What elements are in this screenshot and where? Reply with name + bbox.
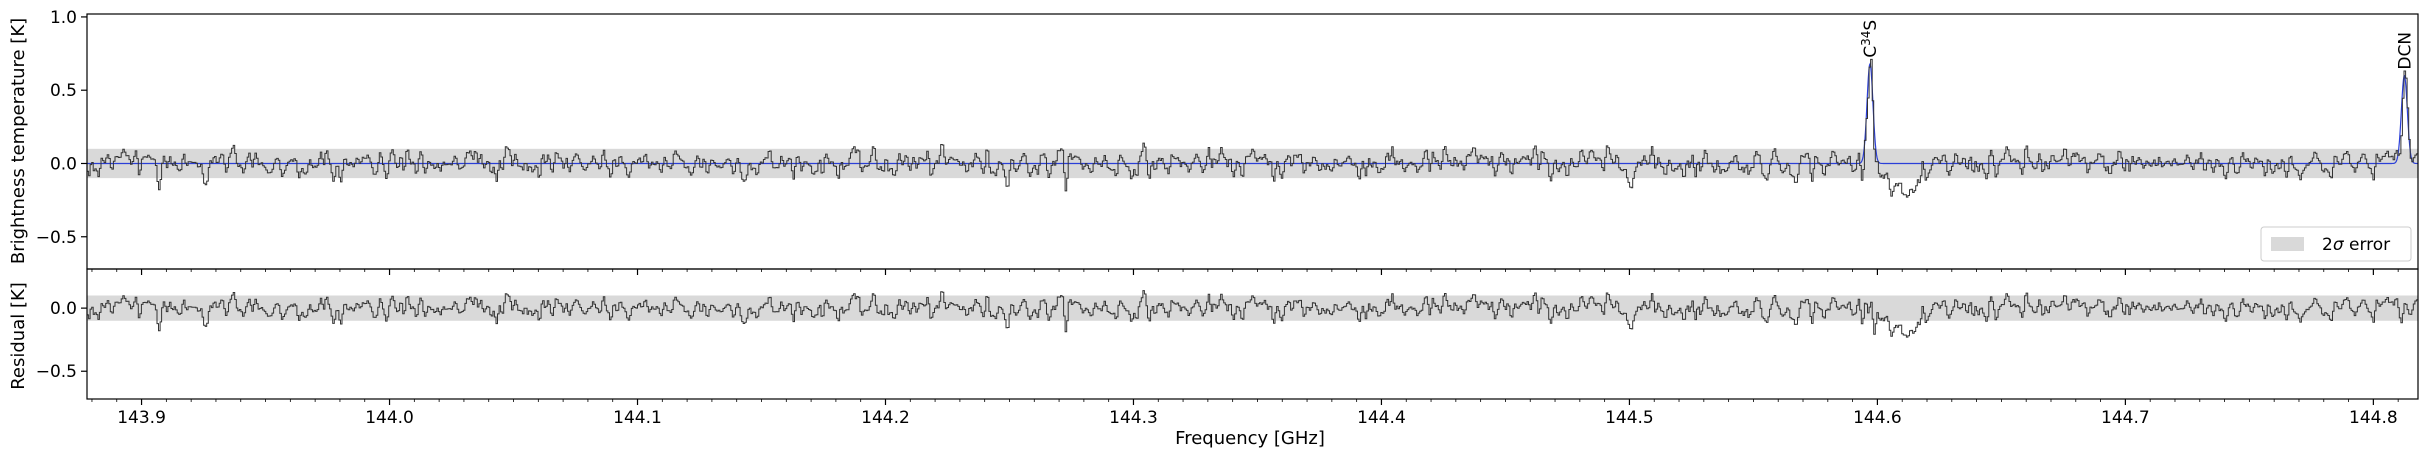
spectrum-y-axis-label: Brightness temperature [K] (8, 18, 29, 264)
line-label: DCN (2395, 32, 2415, 70)
y-tick-label: 0.0 (50, 299, 77, 319)
x-tick-label: 144.4 (1357, 408, 1406, 428)
observed-layer (87, 58, 2418, 198)
spectrum-frame (86, 13, 2419, 270)
spectrum-panel: 1.0 0.5 0.0 −0.5 C34S DCN Brightness tempera… (8, 8, 2418, 275)
legend-frame (2260, 226, 2412, 262)
y-tick-label: 1.0 (50, 8, 77, 28)
residual-panel: 0.0−0.5 143.9 144.0 144.1 144.2 144.3 144.4 14… (8, 282, 2418, 428)
residual-y-axis-label: Residual [K] (8, 282, 29, 390)
spectrum-x-ticks (91, 269, 2399, 275)
legend-label-suffix: error (2344, 235, 2391, 255)
model-fit-line (87, 62, 2418, 165)
legend-label: 2σ error (2322, 235, 2390, 255)
x-tick-label: 144.8 (2349, 408, 2398, 428)
line-label-base: C (1861, 46, 1881, 58)
residual-frame (86, 268, 2419, 400)
x-axis-label: Frequency [GHz] (1175, 428, 1325, 449)
x-tick-label: 144.2 (861, 408, 910, 428)
residual-y-axis: 0.0 −0.5 (36, 299, 87, 382)
y-tick-label: −0.5 (36, 228, 77, 248)
residual-error-band (87, 295, 2418, 321)
residual-line (87, 290, 2418, 338)
observed-spectrum-line (87, 58, 2418, 198)
legend: 2σ error (2260, 226, 2412, 262)
legend-error-swatch (2271, 237, 2304, 251)
legend-label-prefix: 2 (2322, 235, 2333, 255)
y-tick-label: 0.0 (50, 154, 77, 174)
model-layer (87, 62, 2418, 165)
line-label: C34S (1859, 20, 1881, 58)
x-tick-label: 144.5 (1605, 408, 1654, 428)
residual-layer (87, 290, 2418, 338)
x-tick-label: 144.1 (613, 408, 662, 428)
line-label-superscript: 34 (1859, 31, 1873, 46)
line-label-tail: S (1861, 20, 1881, 31)
line-labels: C34S DCN (1859, 20, 2415, 70)
x-tick-label: 144.6 (1853, 408, 1902, 428)
residual-x-axis: 143.9 144.0 144.1 144.2 144.3 144.4 144.5 144.6… (91, 399, 2399, 428)
y-tick-label: −0.5 (36, 362, 77, 382)
x-tick-label: 143.9 (117, 408, 166, 428)
x-tick-label: 144.0 (365, 408, 414, 428)
spectrum-y-axis: 1.0 0.5 0.0 −0.5 (36, 8, 87, 248)
legend-label-symbol: σ (2333, 235, 2345, 255)
line-label-base: DCN (2395, 32, 2415, 70)
x-tick-label: 144.7 (2101, 408, 2150, 428)
y-tick-label: 0.5 (50, 81, 77, 101)
x-tick-label: 144.3 (1109, 408, 1158, 428)
